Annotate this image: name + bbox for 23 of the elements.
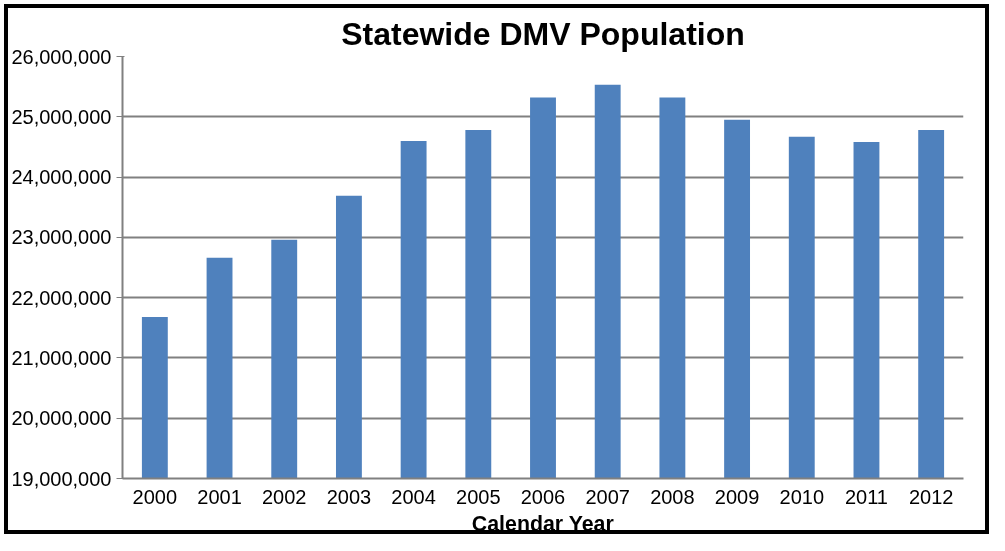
- y-tick-label: 20,000,000: [11, 407, 112, 430]
- x-tick-label: 2008: [650, 485, 695, 508]
- y-tick-label: 22,000,000: [11, 286, 112, 309]
- x-tick-label: 2005: [456, 485, 501, 508]
- y-tick-label: 19,000,000: [11, 467, 112, 490]
- y-tick-label: 21,000,000: [11, 346, 112, 369]
- y-tick-label: 24,000,000: [11, 166, 112, 189]
- x-tick-label: 2007: [585, 485, 630, 508]
- y-tick-label: 23,000,000: [11, 226, 112, 249]
- x-tick-label: 2003: [326, 485, 372, 508]
- y-tick-label: 26,000,000: [11, 45, 112, 68]
- x-tick-label: 2011: [844, 485, 888, 508]
- x-tick-label: 2010: [779, 485, 825, 508]
- x-tick-label: 2001: [197, 485, 242, 508]
- chart-title: Statewide DMV Population: [341, 15, 745, 52]
- x-tick-label: 2009: [714, 485, 760, 508]
- x-tick-label: 2006: [520, 485, 566, 508]
- x-tick-label: 2002: [261, 485, 307, 508]
- x-tick-label: 2004: [391, 485, 436, 508]
- x-tick-label: 2012: [908, 485, 954, 508]
- x-tick-label: 2000: [132, 485, 178, 508]
- x-axis-title: Calendar Year: [471, 511, 614, 536]
- y-tick-label: 25,000,000: [11, 105, 112, 128]
